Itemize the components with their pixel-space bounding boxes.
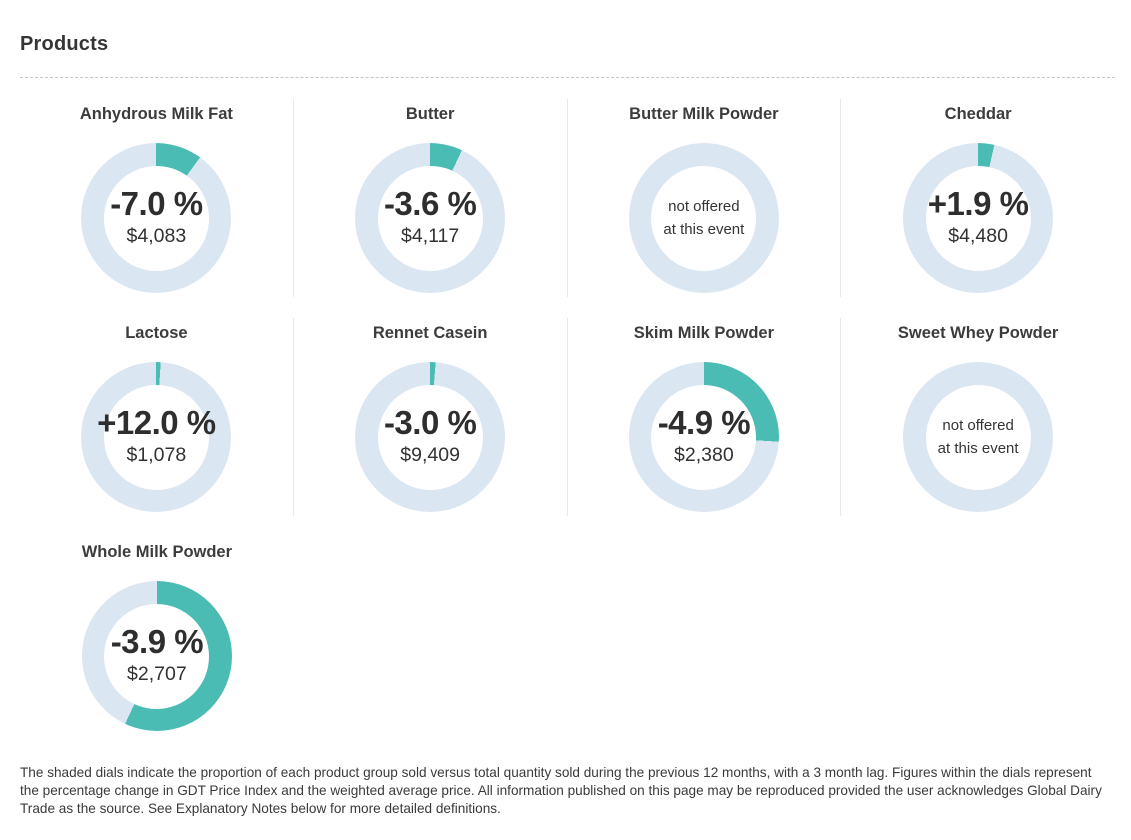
donut-dial-chart: -7.0 % $4,083 (81, 143, 232, 293)
dial-center: +12.0 % $1,078 (97, 384, 216, 490)
donut-dial-chart: -4.9 % $2,380 (628, 362, 779, 512)
product-cell-sweet-whey-powder: Sweet Whey Powder not offered at this ev… (841, 318, 1115, 516)
price-change-value: +1.9 % (927, 185, 1029, 222)
average-price-value: $2,707 (127, 663, 187, 685)
dial-center: not offered at this event (925, 384, 1031, 490)
dial-center: -7.0 % $4,083 (103, 165, 209, 271)
average-price-value: $4,480 (948, 225, 1008, 247)
products-header: Products (20, 0, 1115, 78)
product-grid-row-3: Whole Milk Powder -3.9 % $2,707 (20, 537, 1115, 735)
donut-dial-chart: -3.0 % $9,409 (355, 362, 506, 512)
product-name: Skim Milk Powder (633, 324, 775, 342)
donut-dial-chart: -3.9 % $2,707 (81, 581, 232, 731)
not-offered-line-2: at this event (937, 440, 1019, 457)
product-name: Lactose (125, 324, 188, 342)
dial-center: -3.0 % $9,409 (377, 384, 483, 490)
product-cell-lactose: Lactose +12.0 % $1,078 (20, 318, 294, 516)
not-offered-text: not offered at this event (663, 195, 744, 241)
product-name: Sweet Whey Powder (897, 324, 1059, 342)
product-cell-cheddar: Cheddar +1.9 % $4,480 (841, 99, 1115, 297)
product-name: Anhydrous Milk Fat (79, 105, 233, 123)
dial-center: -3.9 % $2,707 (104, 603, 210, 709)
dials-explanation-note: The shaded dials indicate the proportion… (20, 765, 1102, 816)
product-name: Rennet Casein (372, 324, 488, 342)
not-offered-line-1: not offered (668, 198, 740, 215)
product-name: Cheddar (944, 105, 1012, 123)
average-price-value: $4,083 (126, 225, 187, 247)
product-name: Butter (405, 105, 455, 123)
average-price-value: $2,380 (674, 444, 734, 466)
product-cell-skim-milk-powder: Skim Milk Powder -4.9 % $2,380 (568, 318, 842, 516)
not-offered-line-2: at this event (663, 221, 745, 238)
price-change-value: -3.9 % (110, 623, 204, 660)
donut-dial-chart: +1.9 % $4,480 (903, 143, 1054, 293)
not-offered-text: not offered at this event (938, 414, 1019, 460)
product-cell-anhydrous-milk-fat: Anhydrous Milk Fat -7.0 % $4,083 (20, 99, 294, 297)
donut-dial-chart: not offered at this event (628, 143, 779, 293)
dial-center: -3.6 % $4,117 (377, 165, 483, 271)
price-change-value: -3.6 % (383, 185, 477, 222)
page-title: Products (20, 33, 109, 55)
price-change-value: -4.9 % (657, 404, 751, 441)
dial-center: -4.9 % $2,380 (651, 384, 757, 490)
donut-dial-chart: +12.0 % $1,078 (81, 362, 232, 512)
product-cell-butter: Butter -3.6 % $4,117 (294, 99, 568, 297)
product-name: Whole Milk Powder (81, 543, 233, 561)
product-grid-row-1: Anhydrous Milk Fat -7.0 % $4,083 Butter … (20, 99, 1115, 297)
product-name: Butter Milk Powder (629, 105, 779, 123)
price-change-value: -3.0 % (383, 404, 477, 441)
price-change-value: +12.0 % (97, 404, 216, 441)
average-price-value: $4,117 (401, 225, 460, 247)
price-change-value: -7.0 % (110, 185, 203, 222)
dial-center: +1.9 % $4,480 (925, 165, 1031, 271)
average-price-value: $1,078 (126, 444, 187, 466)
donut-dial-chart: -3.6 % $4,117 (355, 143, 506, 293)
product-cell-butter-milk-powder: Butter Milk Powder not offered at this e… (568, 99, 842, 297)
donut-dial-chart: not offered at this event (903, 362, 1054, 512)
products-page: Products Anhydrous Milk Fat -7.0 % $4,08… (20, 0, 1115, 816)
product-cell-rennet-casein: Rennet Casein -3.0 % $9,409 (294, 318, 568, 516)
not-offered-line-1: not offered (942, 417, 1014, 434)
product-grid-row-2: Lactose +12.0 % $1,078 Rennet Casein -3.… (20, 318, 1115, 516)
dial-center: not offered at this event (651, 165, 757, 271)
average-price-value: $9,409 (400, 444, 460, 466)
product-cell-whole-milk-powder: Whole Milk Powder -3.9 % $2,707 (20, 537, 294, 735)
